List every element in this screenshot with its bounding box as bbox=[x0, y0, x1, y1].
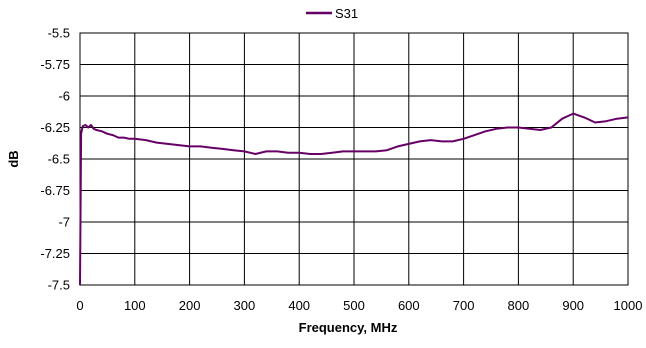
x-axis-ticks: 0 100 200 300 400 500 600 700 800 900 1000 bbox=[76, 298, 642, 313]
y-tick-label: -5.5 bbox=[48, 26, 70, 41]
legend: S31 bbox=[306, 6, 358, 21]
y-tick-label: -6.25 bbox=[40, 120, 70, 135]
x-tick-label: 800 bbox=[508, 298, 530, 313]
y-axis-label: dB bbox=[6, 150, 21, 167]
y-tick-label: -7.25 bbox=[40, 246, 70, 261]
x-tick-label: 600 bbox=[398, 298, 420, 313]
legend-label: S31 bbox=[335, 6, 358, 21]
x-tick-label: 0 bbox=[76, 298, 83, 313]
x-tick-label: 300 bbox=[234, 298, 256, 313]
y-tick-label: -6.5 bbox=[48, 152, 70, 167]
x-tick-label: 700 bbox=[453, 298, 475, 313]
grid bbox=[79, 32, 629, 286]
y-tick-label: -5.75 bbox=[40, 57, 70, 72]
x-axis-label: Frequency, MHz bbox=[299, 320, 398, 335]
x-tick-label: 900 bbox=[562, 298, 584, 313]
y-tick-label: -7 bbox=[58, 215, 70, 230]
y-tick-label: -6 bbox=[58, 89, 70, 104]
y-axis-ticks: -5.5 -5.75 -6 -6.25 -6.5 -6.75 -7 -7.25 -7.5 bbox=[40, 26, 70, 293]
x-tick-label: 100 bbox=[124, 298, 146, 313]
y-tick-label: -6.75 bbox=[40, 183, 70, 198]
x-tick-label: 500 bbox=[343, 298, 365, 313]
x-tick-label: 200 bbox=[179, 298, 201, 313]
series-line-s31 bbox=[79, 112, 629, 286]
series-layer bbox=[79, 112, 629, 286]
y-tick-label: -7.5 bbox=[48, 278, 70, 293]
x-tick-label: 400 bbox=[288, 298, 310, 313]
x-tick-label: 1000 bbox=[614, 298, 643, 313]
